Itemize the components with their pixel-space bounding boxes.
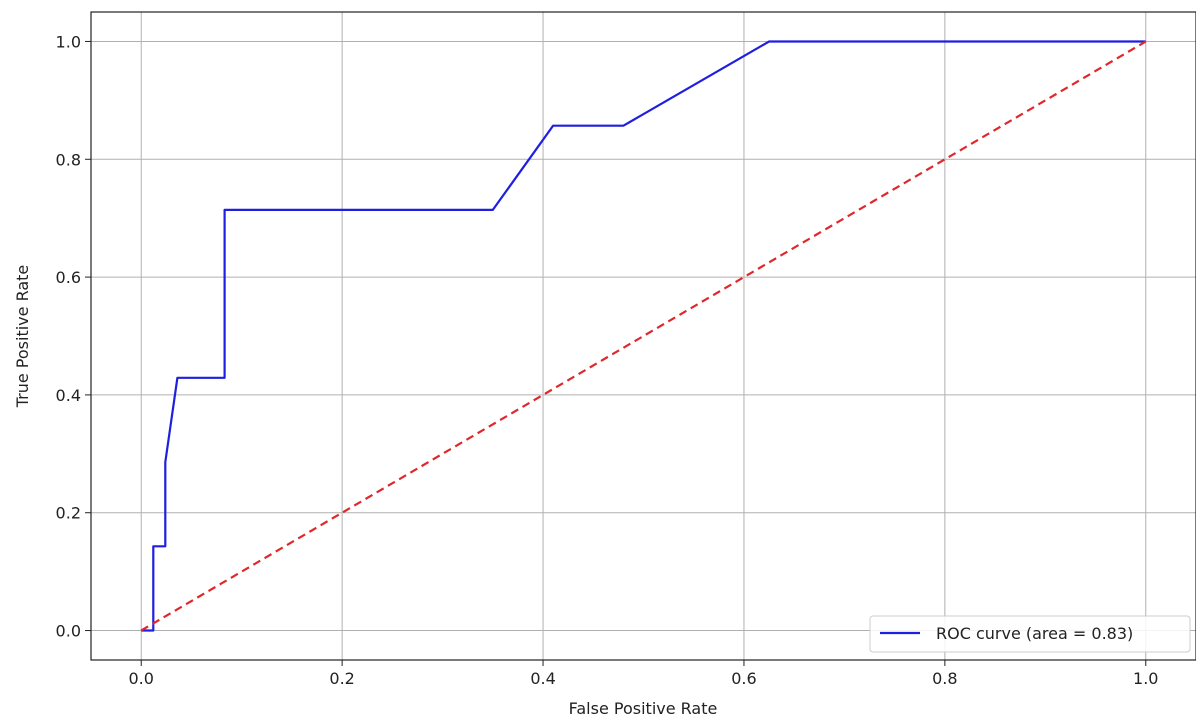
y-tick-label: 0.0: [56, 622, 81, 641]
y-tick-label: 0.2: [56, 504, 81, 523]
series-layer: [140, 40, 1147, 632]
ticks: 0.0 0.2 0.4 0.6 0.8 1.0 0.0 0.2 0.4 0.6 0.8 1.0: [56, 32, 1159, 688]
chance-diagonal-line: [140, 40, 1147, 632]
legend-label-roc: ROC curve (area = 0.83): [936, 624, 1133, 643]
x-tick-label: 0.6: [731, 669, 756, 688]
x-tick-label: 0.8: [932, 669, 957, 688]
y-axis-label: True Positive Rate: [13, 265, 32, 409]
y-tick-label: 0.6: [56, 268, 81, 287]
plot-frame: [90, 11, 1196, 661]
x-tick-label: 0.2: [329, 669, 354, 688]
x-tick-label: 0.4: [530, 669, 555, 688]
legend: ROC curve (area = 0.83): [869, 615, 1191, 653]
y-tick-label: 1.0: [56, 32, 81, 51]
x-axis-label: False Positive Rate: [569, 699, 718, 718]
roc-curve-line: [141, 40, 1146, 632]
x-tick-label: 1.0: [1133, 669, 1158, 688]
grid: [91, 12, 1196, 660]
y-tick-label: 0.4: [56, 386, 81, 405]
x-tick-label: 0.0: [129, 669, 154, 688]
legend-box: [869, 615, 1191, 653]
y-tick-label: 0.8: [56, 150, 81, 169]
